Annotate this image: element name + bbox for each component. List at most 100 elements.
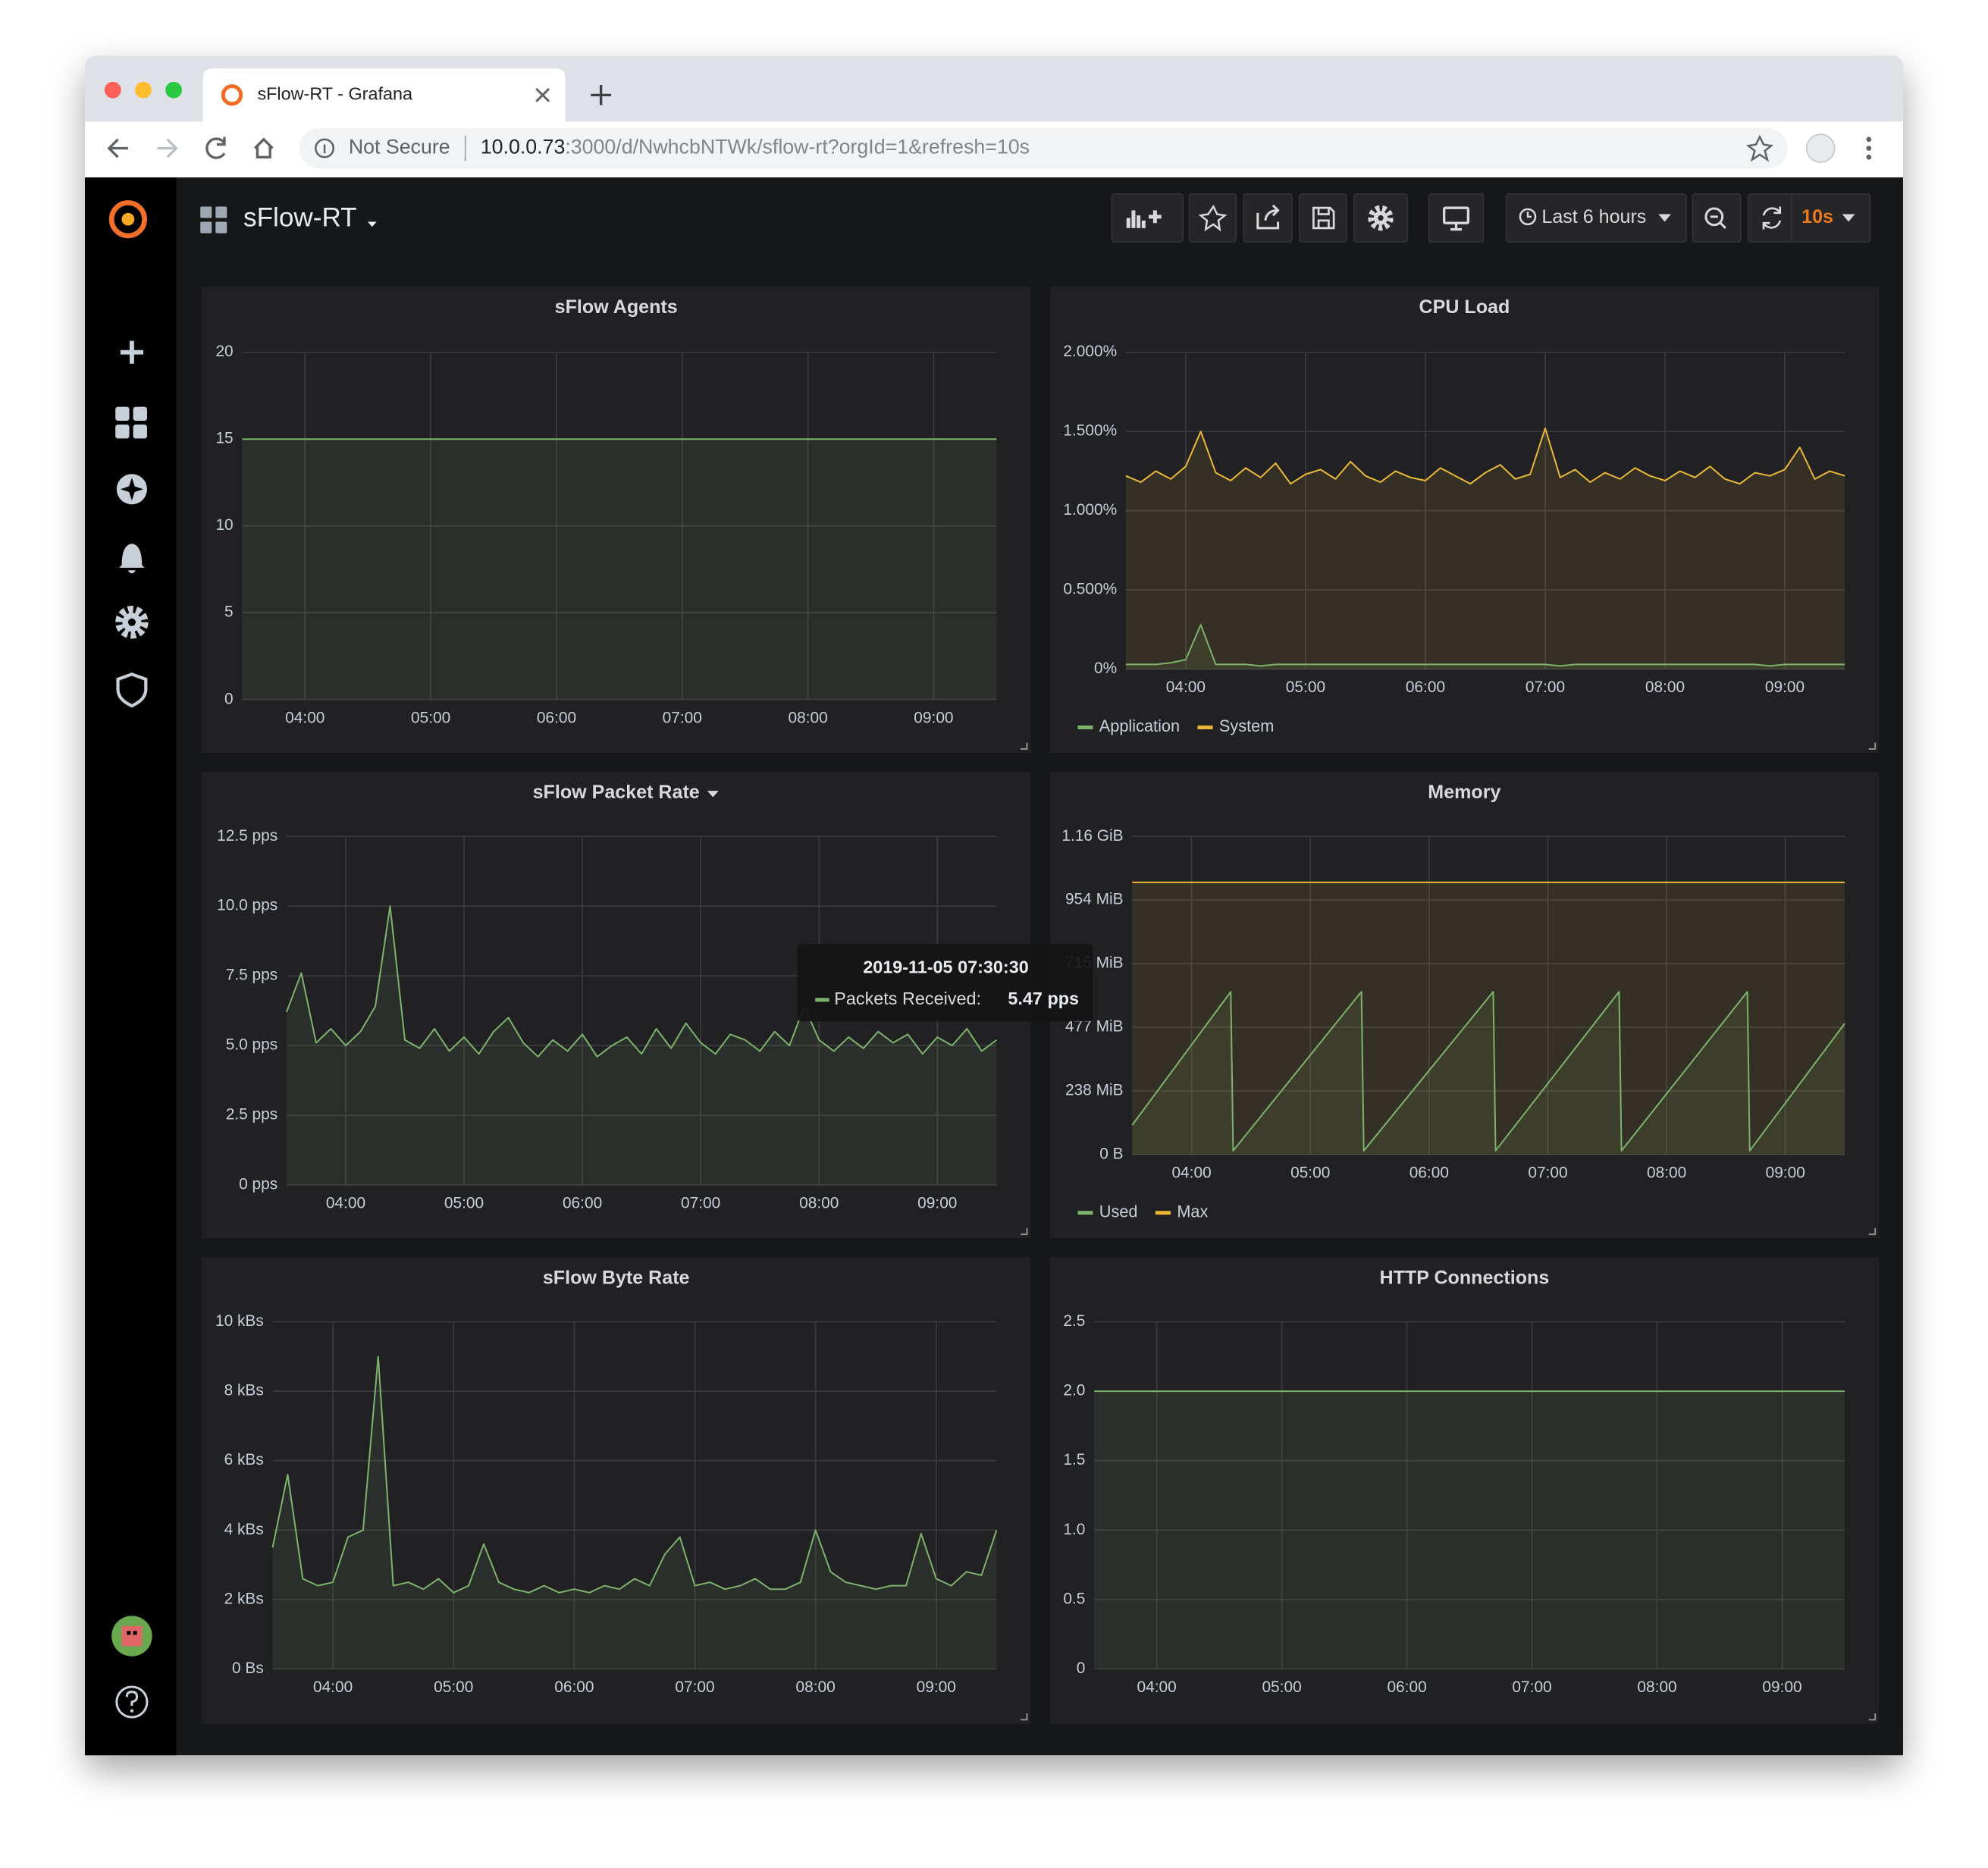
x-tick-label: 05:00 <box>1262 1678 1301 1696</box>
x-tick-label: 09:00 <box>917 1678 956 1696</box>
y-tick-label: 7.5 pps <box>226 967 278 984</box>
legend-label[interactable]: System <box>1219 716 1274 735</box>
dashboard-caret[interactable] <box>367 221 377 227</box>
x-tick-label: 07:00 <box>1528 1164 1567 1181</box>
y-tick-label: 12.5 pps <box>217 827 278 845</box>
grafana-logo[interactable] <box>108 200 147 239</box>
explore-icon[interactable] <box>116 474 147 505</box>
panel-background <box>1049 1257 1880 1724</box>
url-path: :3000/d/NwhcbNTWk/sflow-rt?orgId=1&refre… <box>565 136 1030 158</box>
panel-title[interactable]: sFlow Agents <box>555 296 678 318</box>
dashboards-icon[interactable] <box>115 406 147 439</box>
legend-label[interactable]: Max <box>1177 1202 1208 1221</box>
time-range[interactable]: Last 6 hours <box>1541 206 1646 227</box>
resize-handle[interactable] <box>1021 1227 1028 1236</box>
series-line <box>1125 624 1845 667</box>
y-tick-label: 0.500% <box>1063 581 1117 598</box>
y-tick-label: 2 kBs <box>224 1590 264 1607</box>
y-tick-label: 4 kBs <box>224 1521 264 1538</box>
save-button[interactable] <box>1299 193 1347 243</box>
forward-button[interactable] <box>157 138 178 158</box>
y-tick-label: 8 kBs <box>224 1382 264 1399</box>
y-tick-label: 954 MiB <box>1065 891 1124 908</box>
share-button[interactable] <box>1243 193 1293 243</box>
home-button[interactable] <box>253 137 274 158</box>
x-tick-label: 05:00 <box>1290 1164 1330 1181</box>
tab-close[interactable] <box>535 87 550 102</box>
y-tick-label: 1.0 <box>1063 1521 1085 1538</box>
y-tick-label: 6 kBs <box>224 1451 264 1468</box>
tv-mode-button[interactable] <box>1428 193 1485 243</box>
add-panel-button[interactable] <box>1111 193 1184 243</box>
minimize-window[interactable] <box>135 81 152 99</box>
dashboard-title[interactable]: sFlow-RT <box>243 202 357 232</box>
dashboard-grid-icon[interactable] <box>200 206 227 234</box>
maximize-window[interactable] <box>165 81 182 99</box>
resize-handle[interactable] <box>1868 1227 1877 1236</box>
configuration-icon[interactable] <box>115 606 149 639</box>
y-tick-label: 1.16 GiB <box>1061 827 1123 845</box>
y-tick-label: 1.500% <box>1063 422 1117 440</box>
refresh-interval[interactable]: 10s <box>1801 206 1833 227</box>
x-tick-label: 05:00 <box>411 709 450 726</box>
y-tick-label: 20 <box>215 343 233 360</box>
alerting-icon[interactable] <box>119 544 145 574</box>
security-label: Not Secure <box>349 136 450 158</box>
x-tick-label: 08:00 <box>788 709 827 726</box>
settings-button[interactable] <box>1353 193 1408 243</box>
server-admin-icon[interactable] <box>116 672 148 708</box>
series-line <box>285 905 997 1058</box>
url-host: 10.0.0.73 <box>481 136 566 158</box>
x-tick-label: 09:00 <box>917 1195 957 1212</box>
resize-handle[interactable] <box>1021 1713 1028 1721</box>
series-line <box>1125 428 1845 485</box>
zoom-out-button[interactable] <box>1692 193 1742 243</box>
panel-title[interactable]: sFlow Packet Rate <box>533 782 700 803</box>
panel-title[interactable]: Memory <box>1428 782 1500 803</box>
panel-menu-caret[interactable] <box>707 791 719 798</box>
area <box>1132 882 1845 1155</box>
x-tick-label: 04:00 <box>285 709 325 726</box>
y-tick-label: 2.000% <box>1063 343 1117 360</box>
help-icon[interactable] <box>115 1685 149 1719</box>
omnibox[interactable] <box>299 127 1788 169</box>
time-picker[interactable] <box>1505 193 1687 243</box>
area <box>1132 992 1845 1155</box>
reload-button[interactable] <box>205 136 226 159</box>
panel-title[interactable]: CPU Load <box>1419 296 1510 318</box>
profile-button[interactable] <box>1806 133 1836 163</box>
x-tick-label: 08:00 <box>1637 1678 1676 1696</box>
refresh-picker[interactable] <box>1748 193 1871 243</box>
close-window[interactable] <box>104 81 121 99</box>
x-tick-label: 04:00 <box>326 1195 365 1212</box>
y-tick-label: 0 Bs <box>232 1660 264 1677</box>
bookmark-star[interactable] <box>1745 134 1774 162</box>
back-button[interactable] <box>107 138 128 158</box>
resize-handle[interactable] <box>1868 1713 1877 1721</box>
user-avatar[interactable] <box>111 1616 152 1656</box>
resize-handle[interactable] <box>1868 742 1877 750</box>
active-tab[interactable] <box>202 68 566 122</box>
info-icon[interactable] <box>315 138 335 158</box>
y-tick-label: 2.5 pps <box>226 1106 278 1124</box>
url: 10.0.0.73:3000/d/NwhcbNTWk/sflow-rt?orgI… <box>481 136 1030 158</box>
x-tick-label: 05:00 <box>434 1678 473 1696</box>
series-line <box>271 1356 998 1594</box>
x-tick-label: 05:00 <box>444 1195 484 1212</box>
panel-title[interactable]: sFlow Byte Rate <box>543 1267 690 1288</box>
panel-title[interactable]: HTTP Connections <box>1380 1267 1550 1288</box>
panel: sFlow Agents 0 5 10 15 20 04:00 05:00 06:00 07:00… <box>201 286 1031 753</box>
y-tick-label: 10 kBs <box>215 1312 264 1330</box>
menu-button[interactable] <box>1866 136 1872 160</box>
tab-favicon <box>221 84 243 106</box>
legend-label[interactable]: Used <box>1099 1202 1138 1221</box>
area <box>1125 428 1845 669</box>
area <box>1094 1391 1845 1669</box>
star-button[interactable] <box>1188 193 1237 243</box>
x-tick-label: 04:00 <box>1137 1678 1176 1696</box>
new-tab[interactable] <box>591 85 611 105</box>
resize-handle[interactable] <box>1021 742 1028 750</box>
create-icon[interactable] <box>120 340 143 364</box>
legend-label[interactable]: Application <box>1099 716 1180 735</box>
